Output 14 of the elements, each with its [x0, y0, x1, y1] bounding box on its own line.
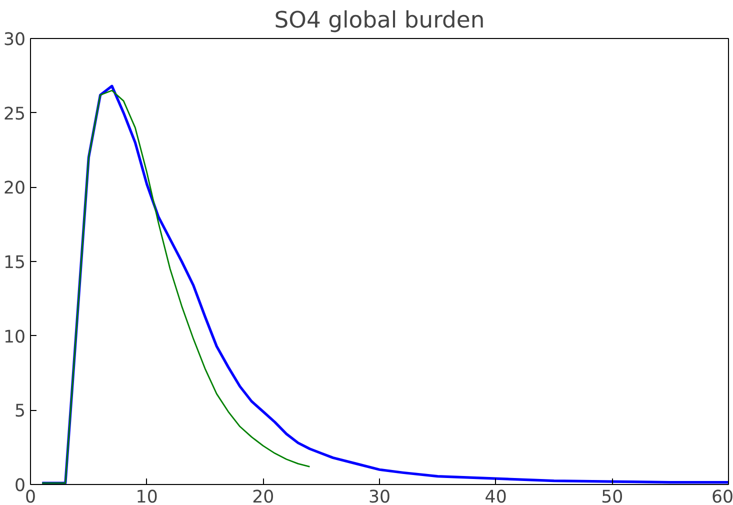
y-tick-label: 30	[3, 30, 26, 50]
x-tick-label: 60	[711, 488, 733, 505]
y-tick-label: 20	[3, 178, 26, 199]
x-tick-label: 50	[601, 488, 624, 505]
y-tick-label: 25	[3, 104, 26, 124]
line-series	[41, 90, 310, 484]
y-tick-label: 5	[14, 402, 26, 422]
x-tick-label: 10	[136, 488, 158, 505]
y-tick-label: 10	[3, 327, 26, 348]
y-tick-label: 15	[3, 253, 26, 273]
chart-title: SO4 global burden	[274, 8, 485, 34]
x-tick-label: 20	[252, 488, 274, 505]
x-tick-label: 30	[368, 488, 391, 505]
x-tick-label: 40	[484, 488, 507, 505]
